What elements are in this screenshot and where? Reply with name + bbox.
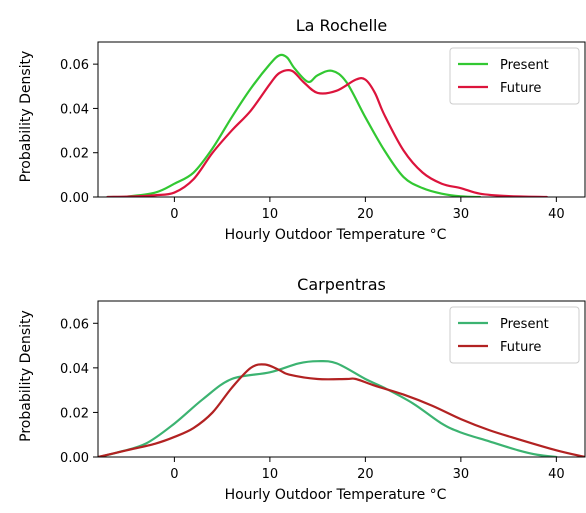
y-axis-label: Probability Density	[18, 51, 34, 183]
chart-panel-2: Carpentras 0 10 20 30 40 0.00 0.02 0.04 0.06 Hourl…	[18, 275, 586, 503]
y-tick-label: 0.00	[60, 191, 89, 206]
series-line-future	[106, 69, 548, 197]
legend-label-future: Future	[500, 81, 541, 96]
x-tick-label: 10	[262, 207, 279, 222]
y-tick-label: 0.04	[60, 362, 89, 377]
x-tick-label: 0	[170, 207, 178, 222]
series-line-present	[106, 53, 482, 197]
y-tick-label: 0.04	[60, 102, 89, 117]
y-tick-label: 0.02	[60, 147, 89, 162]
series-line-present	[98, 359, 558, 457]
y-axis-label: Probability Density	[18, 310, 34, 442]
x-tick-label: 30	[453, 467, 470, 482]
plot-frame	[97, 41, 586, 198]
series-group	[106, 53, 548, 197]
legend: Present Future	[449, 306, 580, 364]
chart-title: Carpentras	[297, 275, 386, 294]
x-axis-label: Hourly Outdoor Temperature °C	[225, 487, 447, 503]
x-tick-label: 30	[453, 207, 470, 222]
legend: Present Future	[449, 47, 580, 105]
legend-box	[449, 47, 580, 105]
legend-box	[449, 306, 580, 364]
x-tick-label: 20	[357, 467, 374, 482]
legend-label-present: Present	[500, 58, 549, 73]
x-axis-label: Hourly Outdoor Temperature °C	[225, 227, 447, 243]
legend-label-future: Future	[500, 340, 541, 355]
x-tick-label: 40	[548, 467, 565, 482]
y-tick-label: 0.06	[60, 317, 89, 332]
x-tick-label: 40	[548, 207, 565, 222]
plot-frame	[97, 300, 586, 458]
y-tick-label: 0.06	[60, 58, 89, 73]
y-tick-label: 0.00	[60, 451, 89, 466]
series-line-future	[98, 363, 585, 457]
x-tick-label: 20	[357, 207, 374, 222]
chart-panel-1: La Rochelle 0 10 20 30 40 0.00 0.02 0.04 0.06 Hour…	[18, 16, 586, 243]
y-tick-label: 0.02	[60, 406, 89, 421]
chart-title: La Rochelle	[296, 16, 388, 35]
x-tick-label: 10	[262, 467, 279, 482]
x-tick-label: 0	[170, 467, 178, 482]
series-group	[98, 359, 585, 457]
legend-label-present: Present	[500, 317, 549, 332]
